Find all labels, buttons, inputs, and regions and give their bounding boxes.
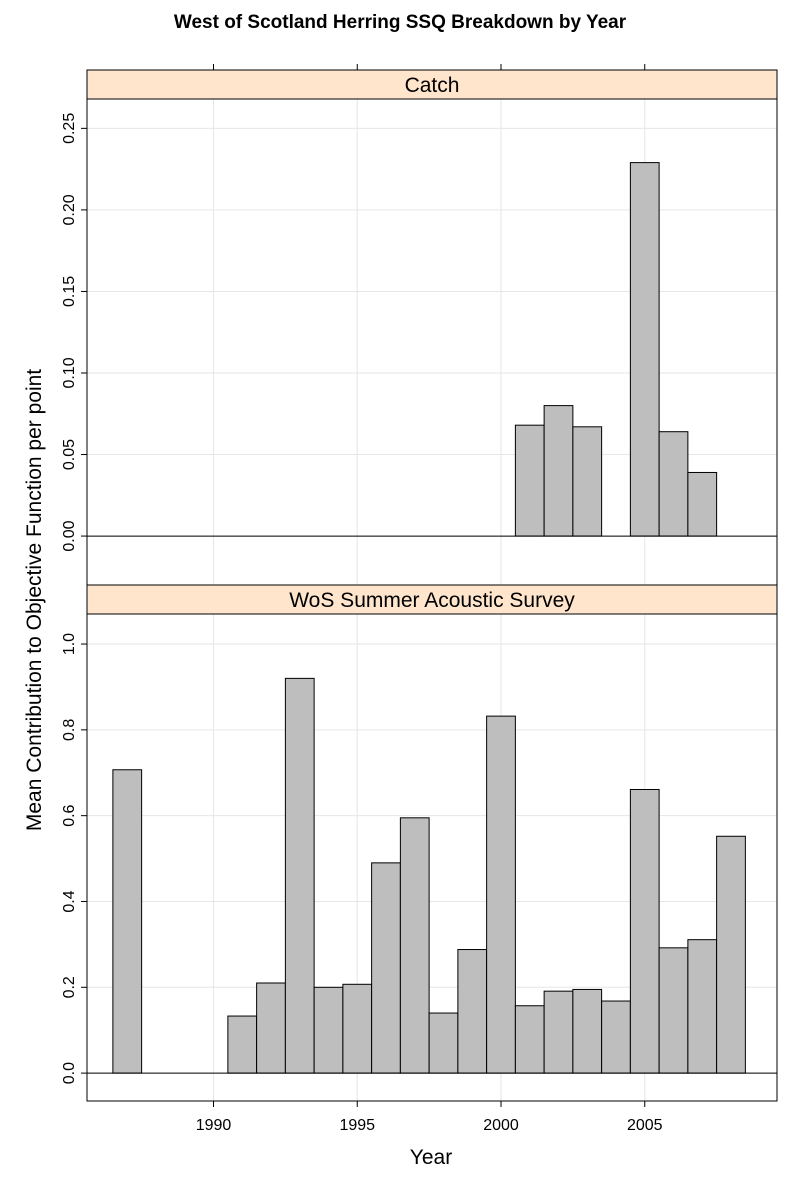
y-tick-label: 0.05 — [61, 439, 78, 470]
bar-2002 — [543, 990, 574, 1074]
bar-1994 — [313, 986, 344, 1074]
bar-2003 — [572, 988, 603, 1074]
bar-1997 — [399, 817, 430, 1074]
bar-1992 — [256, 982, 286, 1074]
bar-1995 — [342, 983, 373, 1074]
strip-label: WoS Summer Acoustic Survey — [289, 589, 575, 612]
bar-1996 — [371, 862, 401, 1074]
bar-2001 — [514, 1005, 545, 1074]
bar-2007 — [687, 471, 718, 537]
panel-survey: WoS Summer Acoustic Survey 0.0 0.2 0.4 0.6 0.… — [61, 584, 778, 1134]
x-tick-label: 2005 — [627, 1117, 663, 1134]
y-tick-label: 0.8 — [61, 719, 78, 741]
x-tick-label: 2000 — [483, 1117, 519, 1134]
bar-1987 — [112, 769, 143, 1074]
bar-2005 — [629, 162, 660, 537]
strip-background — [86, 69, 778, 100]
y-tick-label: 0.6 — [61, 804, 78, 826]
bar-2006 — [658, 947, 689, 1074]
bar-2008 — [716, 835, 746, 1074]
x-tick-label: 1990 — [196, 1117, 232, 1134]
x-axis-label: Year — [410, 1146, 452, 1169]
y-tick-label: 0.15 — [61, 276, 78, 307]
y-tick-label: 0.0 — [61, 1062, 78, 1084]
panels-layer: Catch 0.00 0.05 0.10 0.15 0.20 0.25 WoS Summer … — [61, 64, 778, 1134]
chart-title: West of Scotland Herring SSQ Breakdown b… — [174, 12, 627, 33]
bar-2006 — [658, 431, 689, 537]
bar-1991 — [227, 1015, 258, 1074]
bar-1999 — [457, 949, 488, 1074]
bar-2007 — [687, 939, 718, 1074]
y-axis-label: Mean Contribution to Objective Function … — [23, 369, 46, 831]
x-tick-label: 1995 — [339, 1117, 375, 1134]
bar-1998 — [428, 1012, 459, 1074]
y-tick-label: 0.20 — [61, 194, 78, 225]
bar-2005 — [629, 788, 660, 1074]
strip-background — [86, 584, 778, 615]
y-tick-label: 0.00 — [61, 520, 78, 551]
y-tick-label: 0.4 — [61, 890, 78, 912]
bar-1993 — [284, 677, 315, 1074]
panel-catch: Catch 0.00 0.05 0.10 0.15 0.20 0.25 — [61, 64, 778, 586]
y-tick-label: 0.2 — [61, 976, 78, 998]
bar-2002 — [543, 405, 574, 537]
y-tick-label: 0.25 — [61, 113, 78, 144]
strip-label: Catch — [405, 74, 460, 97]
bar-2003 — [572, 426, 603, 537]
bar-2000 — [486, 715, 516, 1074]
bar-2001 — [514, 424, 545, 537]
y-tick-label: 1.0 — [61, 633, 78, 655]
y-tick-label: 0.10 — [61, 357, 78, 388]
bar-2004 — [601, 1000, 631, 1074]
